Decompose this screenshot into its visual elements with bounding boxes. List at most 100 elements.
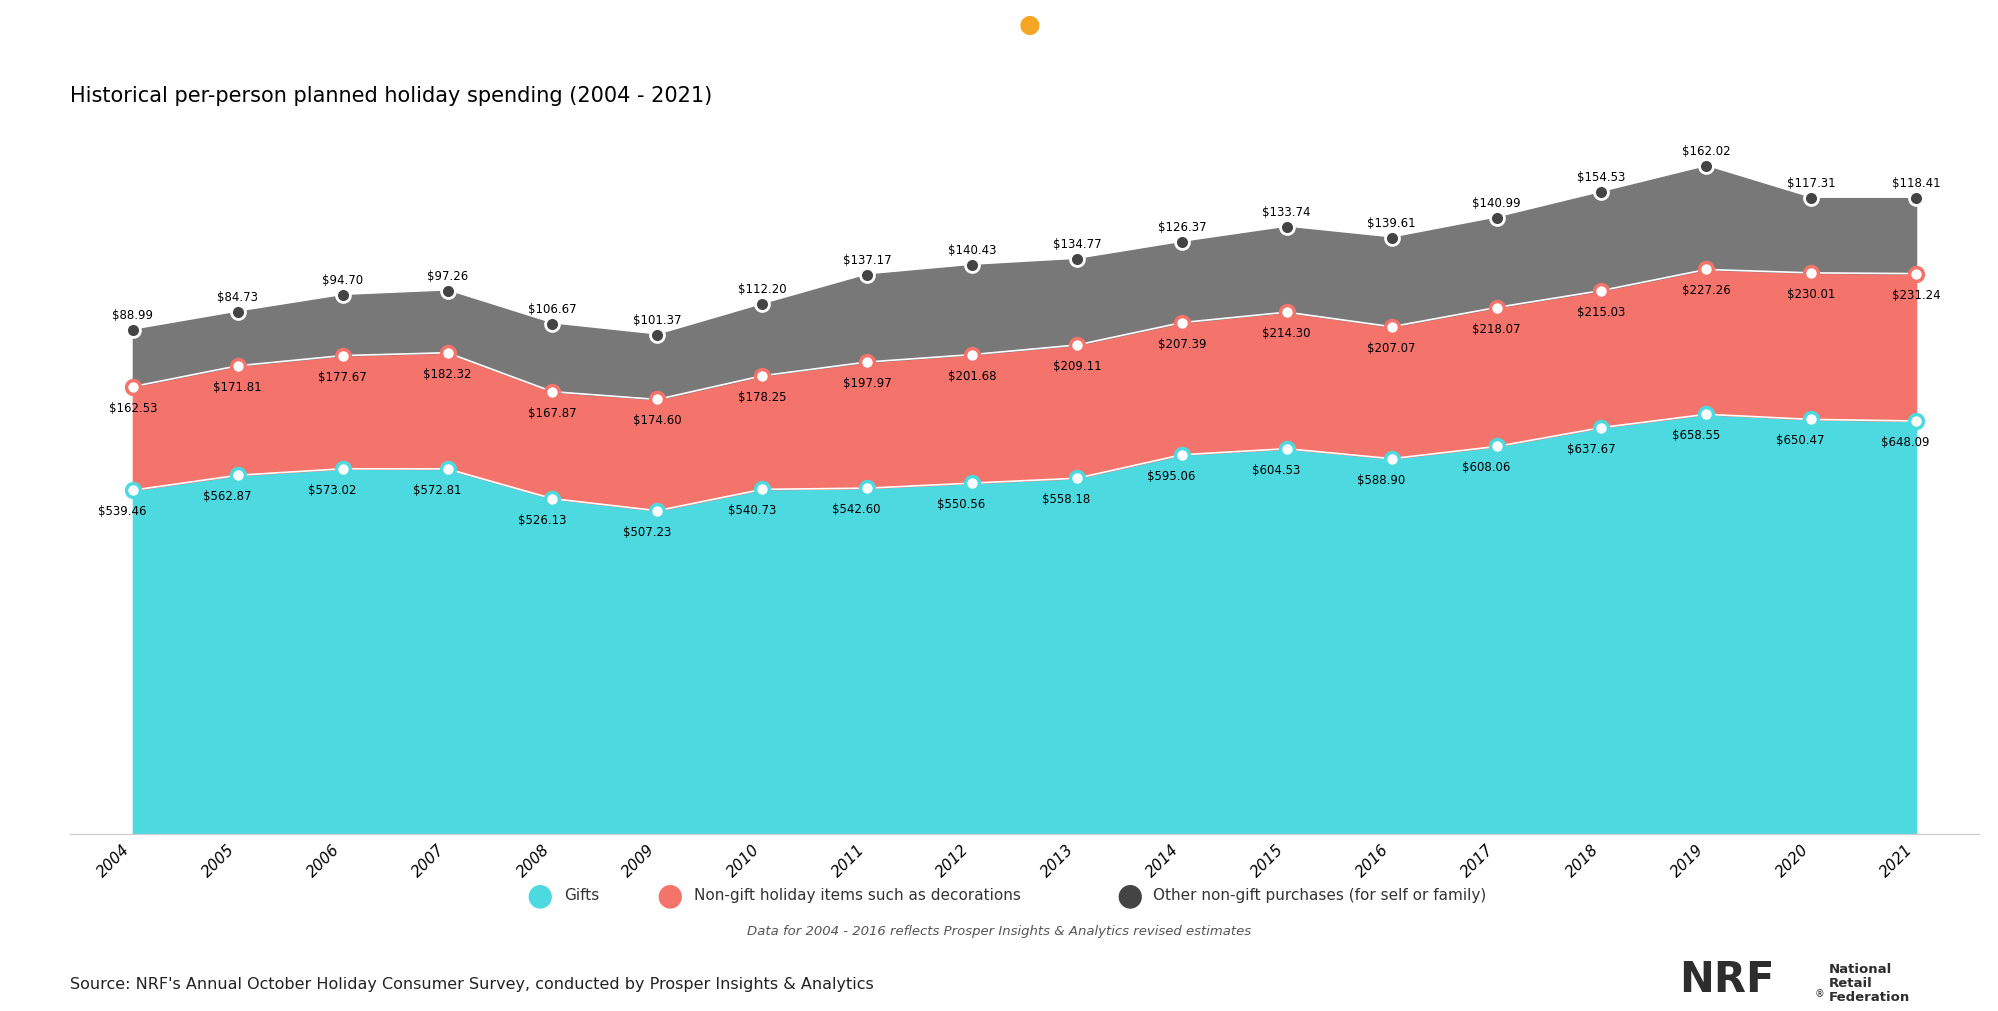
Point: [1481, 300, 1512, 316]
Point: [1165, 315, 1197, 332]
Point: [1061, 338, 1093, 354]
Text: $162.53: $162.53: [108, 401, 158, 415]
Text: $540.73: $540.73: [727, 503, 775, 517]
Point: [851, 267, 883, 283]
Point: [432, 283, 464, 299]
Point: [1690, 262, 1722, 278]
Text: Non-gift holiday items such as decorations: Non-gift holiday items such as decoratio…: [693, 888, 1021, 902]
Point: [851, 355, 883, 371]
Text: $182.32: $182.32: [424, 367, 472, 380]
Point: [326, 348, 358, 364]
Text: Source: NRF's Annual October Holiday Consumer Survey, conducted by Prosper Insig: Source: NRF's Annual October Holiday Con…: [70, 977, 873, 991]
Point: [745, 482, 777, 498]
Point: [1900, 413, 1932, 430]
Text: $558.18: $558.18: [1041, 492, 1091, 506]
Text: $88.99: $88.99: [112, 308, 154, 321]
Text: $137.17: $137.17: [843, 254, 891, 267]
Point: [116, 379, 148, 395]
Text: $648.09: $648.09: [1880, 436, 1928, 449]
Point: [1794, 266, 1826, 282]
Text: $167.87: $167.87: [527, 406, 577, 420]
Text: $140.43: $140.43: [947, 244, 995, 257]
Point: [1690, 159, 1722, 175]
Text: $97.26: $97.26: [428, 270, 468, 282]
Text: $658.55: $658.55: [1670, 429, 1718, 442]
Point: [535, 491, 567, 508]
Text: $106.67: $106.67: [527, 302, 577, 315]
Text: Retail: Retail: [1828, 977, 1872, 989]
Point: [1271, 219, 1303, 236]
Text: $118.41: $118.41: [1890, 177, 1940, 190]
Text: ●: ●: [525, 881, 553, 909]
Point: [1271, 304, 1303, 320]
Text: $608.06: $608.06: [1461, 461, 1508, 474]
Point: [1794, 191, 1826, 207]
Point: [222, 304, 254, 320]
Text: $562.87: $562.87: [204, 489, 252, 502]
Text: $539.46: $539.46: [98, 504, 146, 518]
Text: $231.24: $231.24: [1890, 288, 1940, 301]
Text: $230.01: $230.01: [1786, 287, 1834, 300]
Point: [641, 392, 673, 408]
Text: $572.81: $572.81: [414, 483, 462, 496]
Point: [116, 482, 148, 498]
Text: $201.68: $201.68: [947, 369, 995, 382]
Point: [641, 503, 673, 520]
Text: Data for 2004 - 2016 reflects Prosper Insights & Analytics revised estimates: Data for 2004 - 2016 reflects Prosper In…: [747, 924, 1251, 936]
Point: [432, 346, 464, 362]
Text: $140.99: $140.99: [1471, 196, 1520, 209]
Text: $209.11: $209.11: [1053, 360, 1101, 373]
Text: $507.23: $507.23: [621, 525, 671, 538]
Point: [745, 368, 777, 384]
Text: $215.03: $215.03: [1576, 305, 1624, 318]
Text: ®: ®: [1814, 988, 1824, 998]
Point: [432, 461, 464, 477]
Text: ●: ●: [1115, 881, 1143, 909]
Text: ●: ●: [655, 881, 683, 909]
Text: $218.07: $218.07: [1471, 323, 1520, 336]
Point: [1900, 191, 1932, 207]
Text: $207.07: $207.07: [1367, 342, 1415, 355]
Point: [955, 475, 987, 491]
Point: [326, 461, 358, 477]
Text: $177.67: $177.67: [318, 370, 368, 383]
Point: [1375, 319, 1407, 336]
Text: $207.39: $207.39: [1157, 338, 1205, 350]
Text: Gifts: Gifts: [563, 888, 599, 902]
Point: [1481, 439, 1512, 455]
Text: $139.61: $139.61: [1367, 216, 1415, 229]
Text: $227.26: $227.26: [1680, 284, 1730, 297]
Text: $162.02: $162.02: [1680, 146, 1730, 158]
Point: [1690, 406, 1722, 423]
Point: [1584, 185, 1616, 201]
Point: [1375, 231, 1407, 247]
Text: $84.73: $84.73: [218, 290, 258, 303]
Text: $101.37: $101.37: [633, 313, 681, 327]
Point: [1061, 252, 1093, 268]
Point: [535, 316, 567, 333]
Text: National: National: [1828, 962, 1892, 975]
Text: $214.30: $214.30: [1263, 327, 1311, 340]
Text: $197.97: $197.97: [843, 377, 891, 389]
Point: [851, 480, 883, 496]
Point: [1481, 210, 1512, 226]
Text: $94.70: $94.70: [322, 274, 364, 287]
Text: ●: ●: [1019, 13, 1039, 37]
Point: [641, 328, 673, 344]
Point: [1271, 441, 1303, 457]
Text: $171.81: $171.81: [214, 380, 262, 393]
Text: $133.74: $133.74: [1263, 206, 1311, 218]
Text: $174.60: $174.60: [633, 415, 681, 427]
Text: $526.13: $526.13: [517, 514, 565, 526]
Text: Other non-gift purchases (for self or family): Other non-gift purchases (for self or fa…: [1153, 888, 1487, 902]
Point: [326, 288, 358, 304]
Point: [222, 468, 254, 484]
Text: $154.53: $154.53: [1576, 171, 1624, 184]
Point: [1061, 471, 1093, 487]
Point: [1375, 451, 1407, 467]
Text: $542.60: $542.60: [831, 502, 881, 516]
Point: [1584, 283, 1616, 299]
Text: $117.31: $117.31: [1786, 177, 1834, 190]
Text: Federation: Federation: [1828, 991, 1910, 1003]
Text: $178.25: $178.25: [737, 390, 785, 403]
